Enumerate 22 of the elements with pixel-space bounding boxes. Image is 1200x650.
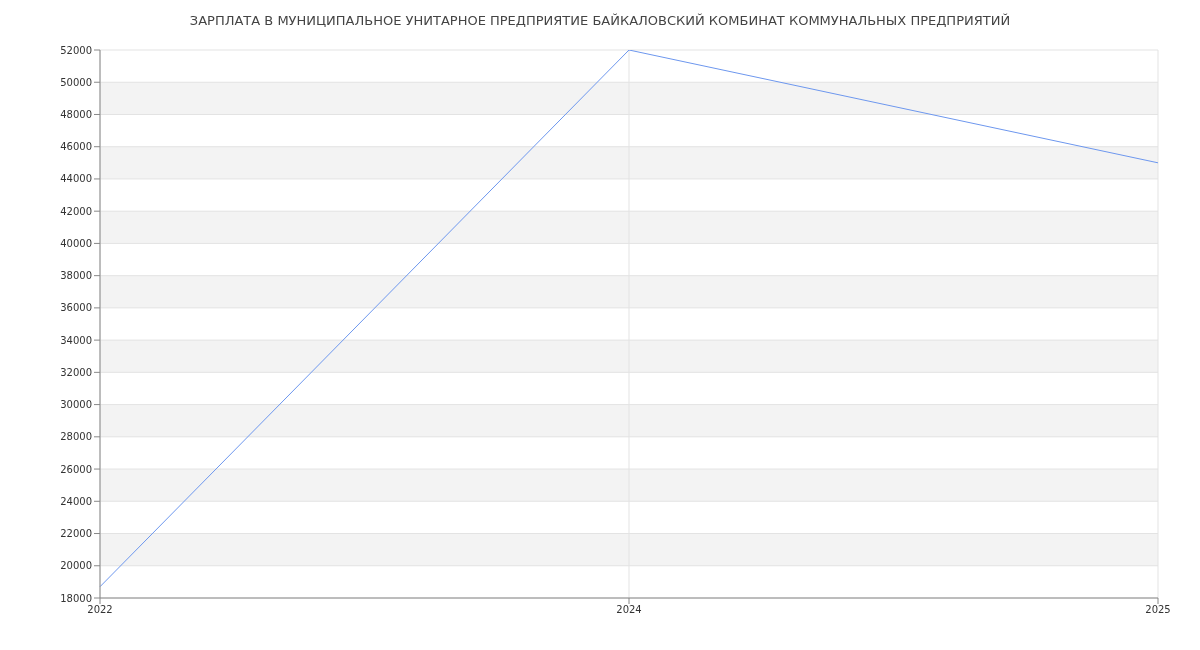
y-tick-label: 52000 <box>60 44 92 56</box>
x-tick-label: 2024 <box>616 604 642 616</box>
y-tick-label: 36000 <box>60 302 92 314</box>
y-tick-label: 28000 <box>60 431 92 443</box>
y-tick-label: 40000 <box>60 237 92 249</box>
y-tick-label: 20000 <box>60 560 92 572</box>
y-tick-label: 38000 <box>60 270 92 282</box>
y-tick-label: 42000 <box>60 205 92 217</box>
y-tick-label: 46000 <box>60 141 92 153</box>
x-tick-label: 2022 <box>87 604 113 616</box>
y-tick-label: 22000 <box>60 528 92 540</box>
chart-title: ЗАРПЛАТА В МУНИЦИПАЛЬНОЕ УНИТАРНОЕ ПРЕДПРИЯТИЕ БАЙКАЛОВСКИЙ КОМБИНАТ КОММУНАЛЬНЫХ ПРЕДПРИЯТИЙ <box>188 13 1012 28</box>
y-tick-label: 24000 <box>60 495 92 507</box>
y-tick-label: 44000 <box>60 173 92 185</box>
x-tick-label: 2025 <box>1145 604 1171 616</box>
y-tick-label: 30000 <box>60 399 92 411</box>
y-tick-label: 26000 <box>60 463 92 475</box>
y-tick-label: 32000 <box>60 366 92 378</box>
y-tick-label: 18000 <box>60 592 92 604</box>
y-tick-label: 50000 <box>60 76 92 88</box>
y-tick-label: 48000 <box>60 109 92 121</box>
y-tick-label: 34000 <box>60 334 92 346</box>
